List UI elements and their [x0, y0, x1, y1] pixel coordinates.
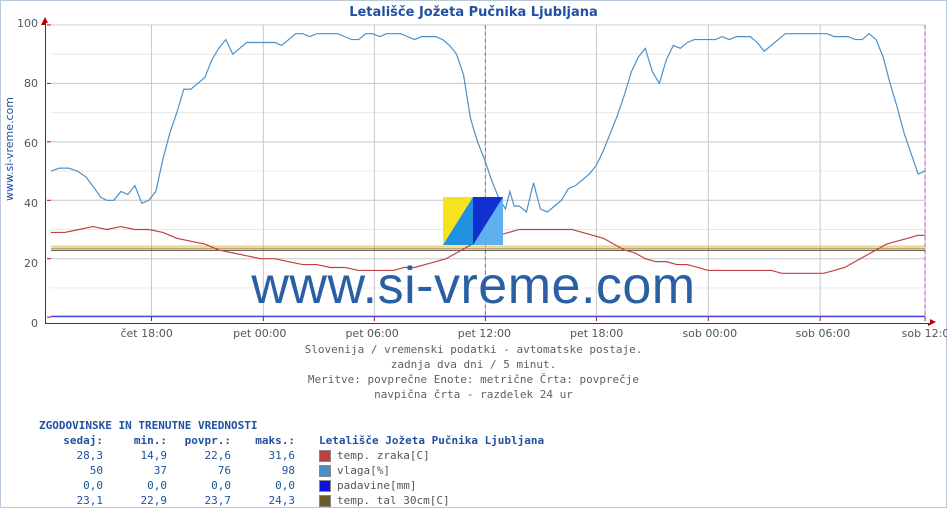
legend-swatch-icon: [319, 480, 331, 492]
stats-value: 31,6: [231, 449, 295, 462]
stats-value: 98: [231, 464, 295, 477]
legend-label: temp. tal 30cm[C]: [337, 494, 450, 507]
x-tick-label: sob 00:00: [682, 327, 737, 340]
chart-container: www.si-vreme.com Letališče Jožeta Pučnik…: [0, 0, 947, 508]
stats-value: 22,6: [167, 449, 231, 462]
stats-header: min.:: [103, 434, 167, 447]
x-tick-label: čet 18:00: [120, 327, 172, 340]
legend-title: Letališče Jožeta Pučnika Ljubljana: [319, 434, 544, 447]
plot-area: [45, 23, 930, 324]
stats-row: 50377698 vlaga[%]: [39, 463, 544, 478]
stats-value: 14,9: [103, 449, 167, 462]
stats-header: sedaj:: [39, 434, 103, 447]
stats-row: 28,314,922,631,6 temp. zraka[C]: [39, 448, 544, 463]
x-tick-label: pet 12:00: [458, 327, 511, 340]
stats-header: povpr.:: [167, 434, 231, 447]
x-tick-label: sob 12:00: [902, 327, 947, 340]
stats-value: 28,3: [39, 449, 103, 462]
legend-label: vlaga[%]: [337, 464, 390, 477]
y-tick-label: 0: [8, 317, 38, 330]
plot-svg: [46, 23, 930, 323]
caption-line: zadnja dva dni / 5 minut.: [1, 358, 946, 373]
caption-block: Slovenija / vremenski podatki - avtomats…: [1, 343, 946, 402]
x-tick-label: sob 06:00: [796, 327, 851, 340]
legend-label: padavine[mm]: [337, 479, 416, 492]
stats-value: 0,0: [231, 479, 295, 492]
stats-value: 50: [39, 464, 103, 477]
y-tick-label: 20: [8, 257, 38, 270]
legend-label: temp. zraka[C]: [337, 449, 430, 462]
chart-title: Letališče Jožeta Pučnika Ljubljana: [1, 5, 946, 20]
stats-row: 0,00,00,00,0padavine[mm]: [39, 478, 544, 493]
stats-header-row: sedaj: min.: povpr.: maks.: Letališče Jo…: [39, 433, 544, 448]
stats-value: 23,7: [167, 494, 231, 507]
stats-value: 0,0: [167, 479, 231, 492]
stats-value: 37: [103, 464, 167, 477]
x-tick-label: pet 18:00: [570, 327, 623, 340]
y-tick-label: 80: [8, 77, 38, 90]
stats-value: 0,0: [103, 479, 167, 492]
stats-value: 22,9: [103, 494, 167, 507]
caption-line: Meritve: povprečne Enote: metrične Črta:…: [1, 373, 946, 388]
caption-line: navpična črta - razdelek 24 ur: [1, 388, 946, 403]
y-tick-label: 40: [8, 197, 38, 210]
legend-swatch-icon: [319, 465, 331, 477]
y-tick-label: 60: [8, 137, 38, 150]
legend-swatch-icon: [319, 495, 331, 507]
caption-line: Slovenija / vremenski podatki - avtomats…: [1, 343, 946, 358]
stats-table: ZGODOVINSKE IN TRENUTNE VREDNOSTI sedaj:…: [39, 419, 544, 508]
y-tick-label: 100: [8, 17, 38, 30]
stats-row: 23,122,923,724,3 temp. tal 30cm[C]: [39, 493, 544, 508]
x-tick-label: pet 00:00: [233, 327, 286, 340]
stats-title: ZGODOVINSKE IN TRENUTNE VREDNOSTI: [39, 419, 544, 432]
stats-value: 24,3: [231, 494, 295, 507]
stats-value: 76: [167, 464, 231, 477]
stats-header: maks.:: [231, 434, 295, 447]
legend-swatch-icon: [319, 450, 331, 462]
x-tick-label: pet 06:00: [345, 327, 398, 340]
stats-value: 23,1: [39, 494, 103, 507]
stats-value: 0,0: [39, 479, 103, 492]
